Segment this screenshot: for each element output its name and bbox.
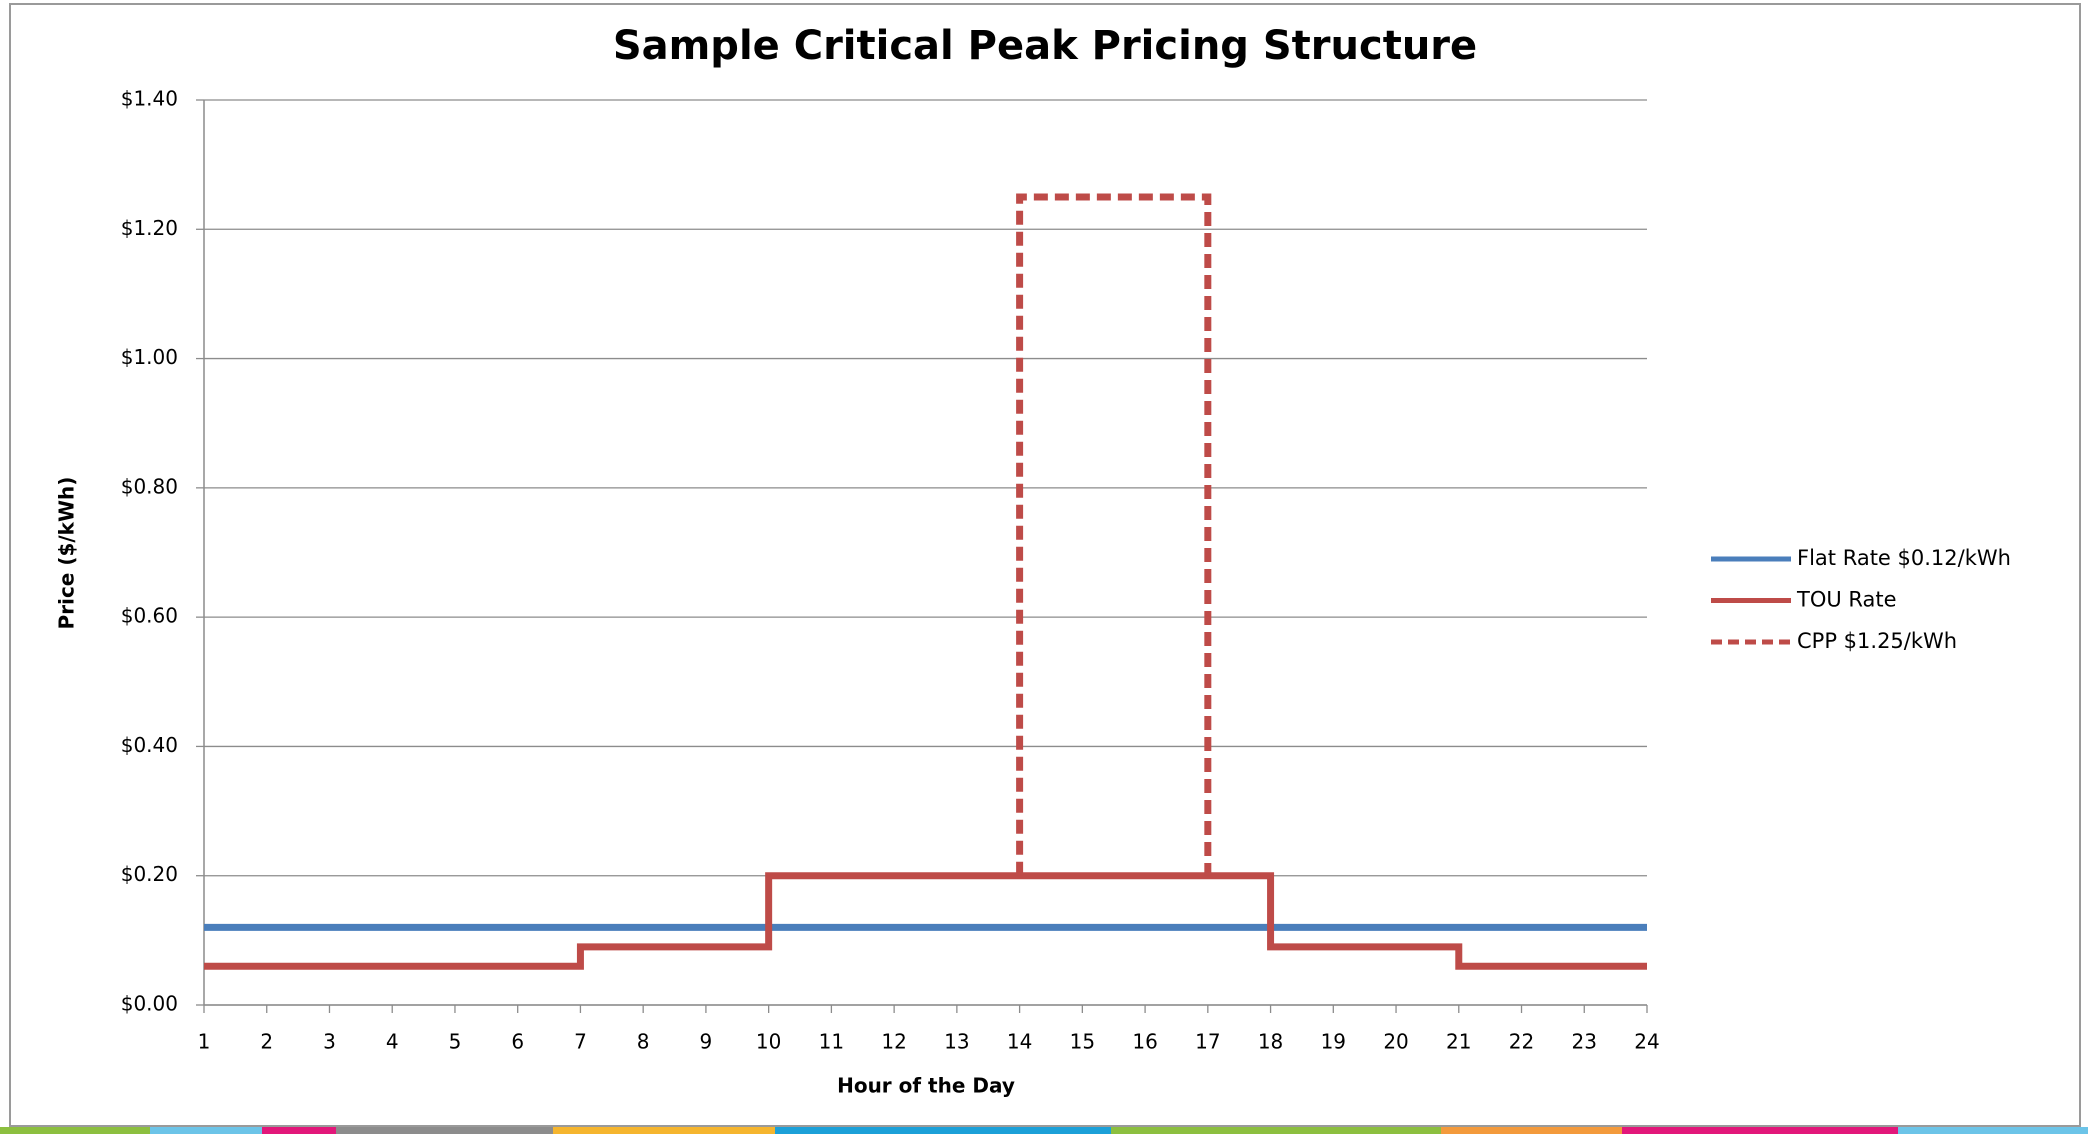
- legend-label: CPP $1.25/kWh: [1797, 629, 1957, 653]
- y-tick-label: $0.00: [121, 992, 178, 1016]
- strip-segment: [0, 1127, 150, 1134]
- strip-segment: [775, 1127, 1111, 1134]
- x-tick-label: 21: [1446, 1030, 1471, 1054]
- strip-segment: [262, 1127, 336, 1134]
- x-tick-label: 5: [449, 1030, 462, 1054]
- x-tick-label: 18: [1258, 1030, 1283, 1054]
- y-tick-label: $1.00: [121, 345, 178, 369]
- y-tick-label: $1.40: [121, 87, 178, 111]
- x-tick-label: 11: [819, 1030, 844, 1054]
- x-axis-label: Hour of the Day: [837, 1074, 1015, 1098]
- y-tick-label: $0.40: [121, 733, 178, 757]
- y-axis-label: Price ($/kWh): [55, 477, 79, 630]
- x-tick-label: 15: [1070, 1030, 1095, 1054]
- x-tick-label: 16: [1132, 1030, 1157, 1054]
- chart-frame: [9, 3, 2081, 1127]
- x-tick-label: 24: [1634, 1030, 1659, 1054]
- bottom-strip: [0, 1127, 2088, 1134]
- y-tick-label: $0.60: [121, 604, 178, 628]
- x-tick-label: 7: [574, 1030, 587, 1054]
- x-tick-label: 13: [944, 1030, 969, 1054]
- y-tick-label: $1.20: [121, 216, 178, 240]
- legend-label: Flat Rate $0.12/kWh: [1797, 546, 2011, 570]
- x-tick-label: 14: [1007, 1030, 1032, 1054]
- strip-segment: [1441, 1127, 1622, 1134]
- strip-segment: [553, 1127, 775, 1134]
- series-line: [1016, 193, 1212, 876]
- chart-title: Sample Critical Peak Pricing Structure: [613, 23, 1477, 69]
- y-tick-label: $0.20: [121, 862, 178, 886]
- x-tick-label: 4: [386, 1030, 399, 1054]
- x-tick-label: 17: [1195, 1030, 1220, 1054]
- strip-segment: [1898, 1127, 2088, 1134]
- x-tick-label: 22: [1509, 1030, 1534, 1054]
- y-tick-label: $0.80: [121, 474, 178, 498]
- strip-segment: [1111, 1127, 1441, 1134]
- x-tick-label: 9: [700, 1030, 713, 1054]
- x-tick-label: 8: [637, 1030, 650, 1054]
- strip-segment: [150, 1127, 262, 1134]
- x-tick-label: 12: [881, 1030, 906, 1054]
- x-tick-label: 1: [198, 1030, 211, 1054]
- x-tick-label: 10: [756, 1030, 781, 1054]
- x-tick-label: 23: [1572, 1030, 1597, 1054]
- strip-segment: [1622, 1127, 1898, 1134]
- x-tick-label: 3: [323, 1030, 336, 1054]
- x-tick-label: 6: [511, 1030, 524, 1054]
- x-tick-label: 20: [1383, 1030, 1408, 1054]
- strip-segment: [336, 1127, 553, 1134]
- legend-label: TOU Rate: [1796, 588, 1897, 612]
- x-tick-label: 19: [1321, 1030, 1346, 1054]
- x-tick-label: 2: [260, 1030, 273, 1054]
